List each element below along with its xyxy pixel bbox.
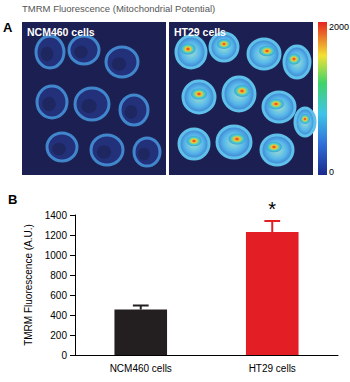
svg-text:*: * bbox=[268, 198, 276, 220]
svg-text:800: 800 bbox=[50, 270, 67, 281]
svg-text:0: 0 bbox=[61, 350, 67, 361]
svg-text:A: A bbox=[3, 20, 13, 35]
svg-text:2000: 2000 bbox=[329, 22, 349, 32]
svg-text:0: 0 bbox=[329, 167, 334, 177]
svg-text:HT29 cells: HT29 cells bbox=[249, 363, 296, 374]
svg-text:TMRM Fluorescence (Mitochondri: TMRM Fluorescence (Mitochondrial Potenti… bbox=[22, 3, 215, 14]
svg-text:HT29 cells: HT29 cells bbox=[174, 26, 226, 38]
svg-text:1200: 1200 bbox=[45, 230, 68, 241]
svg-text:TMRM Fluorescence (A.U.): TMRM Fluorescence (A.U.) bbox=[23, 224, 34, 346]
svg-text:1000: 1000 bbox=[45, 250, 68, 261]
svg-text:600: 600 bbox=[50, 290, 67, 301]
svg-text:NCM460 cells: NCM460 cells bbox=[27, 26, 95, 38]
svg-text:B: B bbox=[8, 192, 17, 207]
svg-text:400: 400 bbox=[50, 310, 67, 321]
svg-text:1400: 1400 bbox=[45, 210, 68, 221]
svg-text:NCM460 cells: NCM460 cells bbox=[110, 363, 172, 374]
svg-text:200: 200 bbox=[50, 330, 67, 341]
